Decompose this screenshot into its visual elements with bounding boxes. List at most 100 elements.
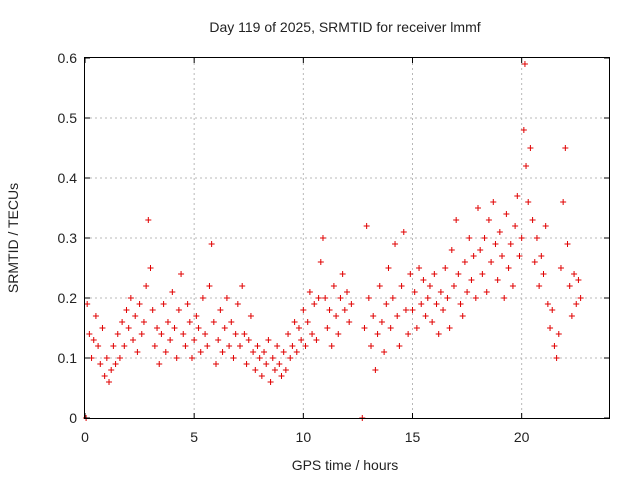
y-tick-label-5: 0.5: [58, 110, 78, 126]
data-point-0-26: [138, 331, 145, 337]
data-point-0-172: [466, 235, 473, 241]
data-point-0-167: [455, 271, 462, 277]
data-point-0-13: [110, 343, 117, 349]
data-point-0-51: [193, 313, 200, 319]
data-point-0-104: [309, 331, 316, 337]
data-point-0-212: [551, 343, 558, 349]
data-point-0-92: [282, 367, 289, 373]
y-tick-label-1: 0.1: [58, 350, 78, 366]
data-point-0-49: [188, 355, 195, 361]
data-point-0-81: [258, 373, 265, 379]
data-point-0-146: [409, 307, 416, 313]
data-point-0-110: [322, 295, 329, 301]
data-point-0-149: [416, 265, 423, 271]
data-point-0-19: [123, 307, 130, 313]
data-point-0-97: [293, 349, 300, 355]
data-point-0-31: [149, 307, 156, 313]
data-point-0-32: [151, 343, 158, 349]
data-point-0-197: [520, 127, 527, 133]
data-point-0-33: [154, 325, 161, 331]
data-point-0-142: [400, 229, 407, 235]
data-point-0-10: [103, 355, 110, 361]
data-point-0-118: [339, 271, 346, 277]
data-point-0-60: [213, 361, 219, 367]
data-point-0-219: [566, 283, 573, 289]
y-tick-label-6: 0.6: [58, 50, 78, 66]
data-point-0-136: [387, 325, 394, 331]
data-point-0-144: [405, 331, 412, 337]
data-point-0-217: [562, 145, 569, 151]
data-point-0-190: [505, 265, 512, 271]
data-point-0-72: [239, 283, 246, 289]
data-point-0-90: [278, 373, 285, 379]
data-point-0-171: [464, 289, 471, 295]
data-point-0-218: [564, 241, 571, 247]
data-point-0-191: [507, 241, 514, 247]
data-point-0-182: [488, 259, 495, 265]
data-point-0-102: [304, 319, 311, 325]
x-axis-label: GPS time / hours: [292, 457, 399, 473]
data-point-0-24: [134, 349, 141, 355]
data-point-0-151: [420, 277, 427, 283]
data-point-0-176: [475, 205, 481, 211]
data-point-0-220: [568, 313, 575, 319]
data-point-0-154: [426, 283, 433, 289]
data-point-0-53: [197, 349, 204, 355]
data-point-0-68: [230, 355, 237, 361]
data-point-0-114: [330, 283, 337, 289]
data-point-0-71: [237, 343, 244, 349]
data-point-0-122: [348, 301, 355, 307]
data-point-0-5: [92, 313, 99, 319]
data-point-0-199: [523, 163, 530, 169]
data-point-0-157: [433, 301, 440, 307]
data-point-0-120: [344, 289, 350, 295]
data-point-0-98: [295, 325, 302, 331]
data-point-0-193: [512, 223, 519, 229]
data-point-0-79: [254, 343, 261, 349]
data-point-0-202: [529, 217, 536, 223]
data-point-0-107: [315, 295, 322, 301]
data-point-0-177: [477, 247, 484, 253]
data-point-0-174: [470, 253, 477, 259]
data-point-0-56: [204, 343, 211, 349]
data-point-0-20: [125, 325, 132, 331]
data-point-0-184: [492, 241, 499, 247]
data-point-0-178: [479, 271, 486, 277]
data-point-0-138: [392, 241, 399, 247]
data-point-0-106: [313, 337, 320, 343]
data-point-0-180: [483, 289, 490, 295]
data-point-0-186: [496, 229, 503, 235]
data-point-0-141: [398, 283, 405, 289]
y-tick-label-0: 0: [69, 410, 77, 426]
data-point-0-87: [271, 367, 278, 373]
data-point-0-121: [346, 319, 353, 325]
data-point-0-95: [289, 343, 296, 349]
data-point-0-223: [575, 277, 582, 283]
data-point-0-50: [191, 337, 198, 343]
data-point-0-101: [302, 343, 309, 349]
data-point-0-46: [182, 343, 189, 349]
data-point-0-54: [199, 295, 206, 301]
y-axis-label: SRMTID / TECUs: [5, 183, 21, 293]
data-point-0-83: [263, 361, 270, 367]
data-point-0-210: [547, 325, 554, 331]
data-point-0-128: [370, 313, 377, 319]
y-axis-ticks: 0 0.1 0.2 0.3 0.4 0.5 0.6: [58, 50, 609, 426]
x-tick-label-1: 5: [190, 429, 198, 445]
data-point-0-119: [341, 307, 348, 313]
data-point-0-27: [140, 319, 147, 325]
data-point-0-192: [509, 283, 516, 289]
data-point-0-108: [317, 259, 324, 265]
data-point-0-163: [446, 325, 453, 331]
data-point-0-96: [291, 319, 298, 325]
data-point-0-78: [252, 367, 259, 373]
data-point-0-29: [145, 217, 152, 223]
data-point-0-12: [108, 367, 115, 373]
data-point-0-150: [418, 301, 425, 307]
x-tick-label-0: 0: [81, 429, 89, 445]
x-axis-ticks: 0 5 10 15 20: [81, 58, 530, 445]
data-point-0-42: [173, 355, 180, 361]
data-point-0-44: [178, 271, 185, 277]
data-point-0-131: [376, 283, 383, 289]
data-point-0-17: [119, 319, 126, 325]
